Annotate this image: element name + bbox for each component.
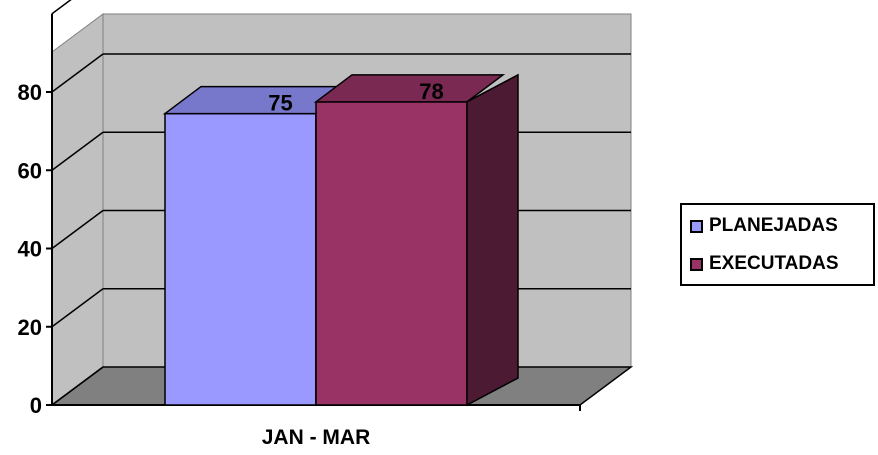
gridline-side [51, 288, 104, 328]
data-label: 78 [419, 79, 443, 104]
legend-swatch-planejadas [690, 219, 703, 233]
legend-item-executadas: EXECUTADAS [690, 253, 839, 275]
y-tick-label: 40 [18, 237, 42, 262]
data-label: 75 [268, 91, 292, 116]
gridline-side [51, 131, 104, 171]
bar-side-executadas [466, 73, 519, 407]
x-category-label: JAN - MAR [262, 426, 371, 449]
bar-front-executadas [315, 101, 468, 406]
legend-swatch-executadas [690, 257, 703, 271]
y-tick-label: 0 [30, 393, 42, 418]
gridline-side [51, 366, 104, 406]
y-tick-label: 20 [18, 315, 42, 340]
legend-label-planejadas: PLANEJADAS [709, 215, 838, 236]
gridline-side [51, 0, 72, 15]
gridline-side [51, 53, 104, 93]
legend: PLANEJADAS EXECUTADAS [680, 203, 875, 286]
bar-top-executadas [313, 74, 506, 103]
legend-label-executadas: EXECUTADAS [709, 253, 839, 274]
y-tick-label: 60 [18, 158, 42, 183]
bar-front-planejadas [164, 112, 317, 406]
y-tick-label: 80 [18, 80, 42, 105]
legend-item-planejadas: PLANEJADAS [690, 215, 838, 237]
gridline-side [51, 209, 104, 250]
